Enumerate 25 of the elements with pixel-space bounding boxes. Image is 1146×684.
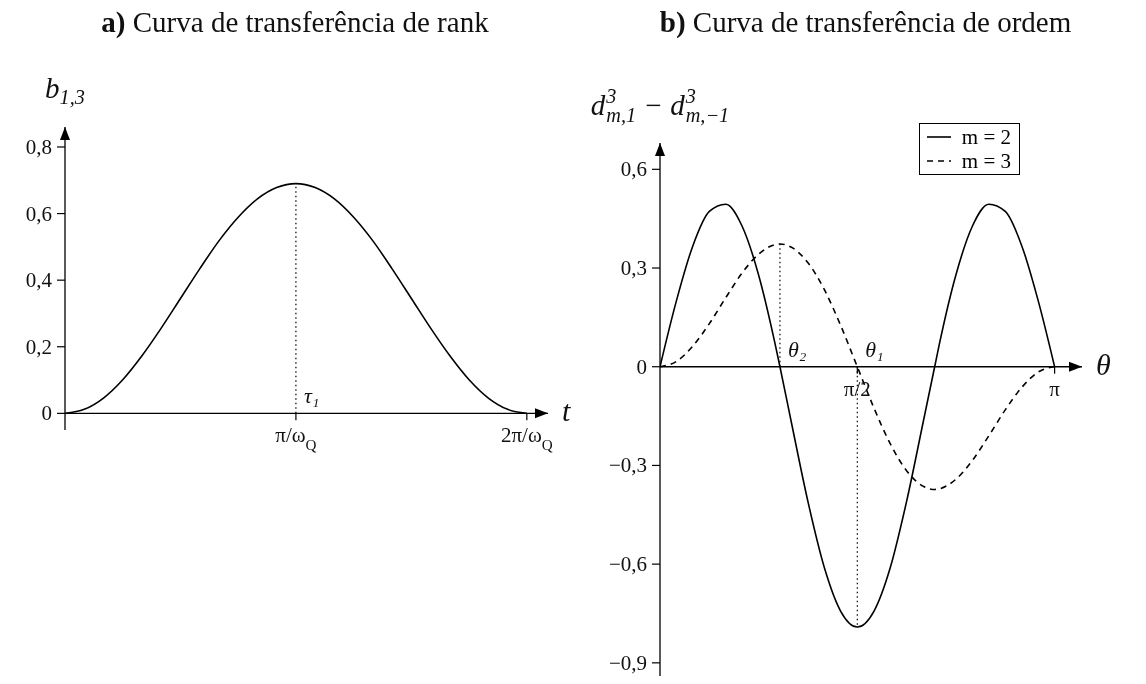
y-tick-label: 0,6 [25, 201, 52, 226]
y-tick-label: 0,8 [25, 134, 52, 159]
ref-line-label: θ₁ [865, 336, 884, 362]
chart-title: a) Curva de transferência de rank [100, 6, 490, 39]
y-tick-label: 0 [41, 401, 52, 426]
y-tick-label: 0 [636, 354, 647, 379]
y-tick-label: 0,2 [25, 334, 52, 359]
y-tick-label: 0,4 [25, 268, 53, 293]
y-tick-label: −0,6 [608, 552, 647, 577]
y-tick-label: 0,6 [620, 157, 647, 182]
ref-line-label: θ₂ [787, 336, 807, 362]
y-axis-title: b$_{1,3}$ [45, 72, 85, 109]
x-axis-title: t [562, 394, 571, 428]
y-tick-label: −0,9 [608, 650, 647, 675]
y-tick-label: −0,3 [608, 453, 647, 478]
x-tick-label: π/ω$_{Q}$ [275, 423, 317, 454]
x-tick-label: π [1049, 376, 1061, 401]
x-axis-title: θ [1096, 347, 1111, 381]
ref-line-label: τ₁ [303, 383, 320, 409]
chart-title: b) Curva de transferência de ordem [658, 6, 1073, 39]
legend-label: m = 2 [961, 125, 1011, 149]
legend-label: m = 3 [961, 149, 1011, 173]
y-tick-label: 0,3 [620, 256, 647, 281]
x-tick-label: π/2 [843, 376, 871, 401]
x-tick-label: 2π/ω$_{Q}$ [500, 423, 553, 454]
